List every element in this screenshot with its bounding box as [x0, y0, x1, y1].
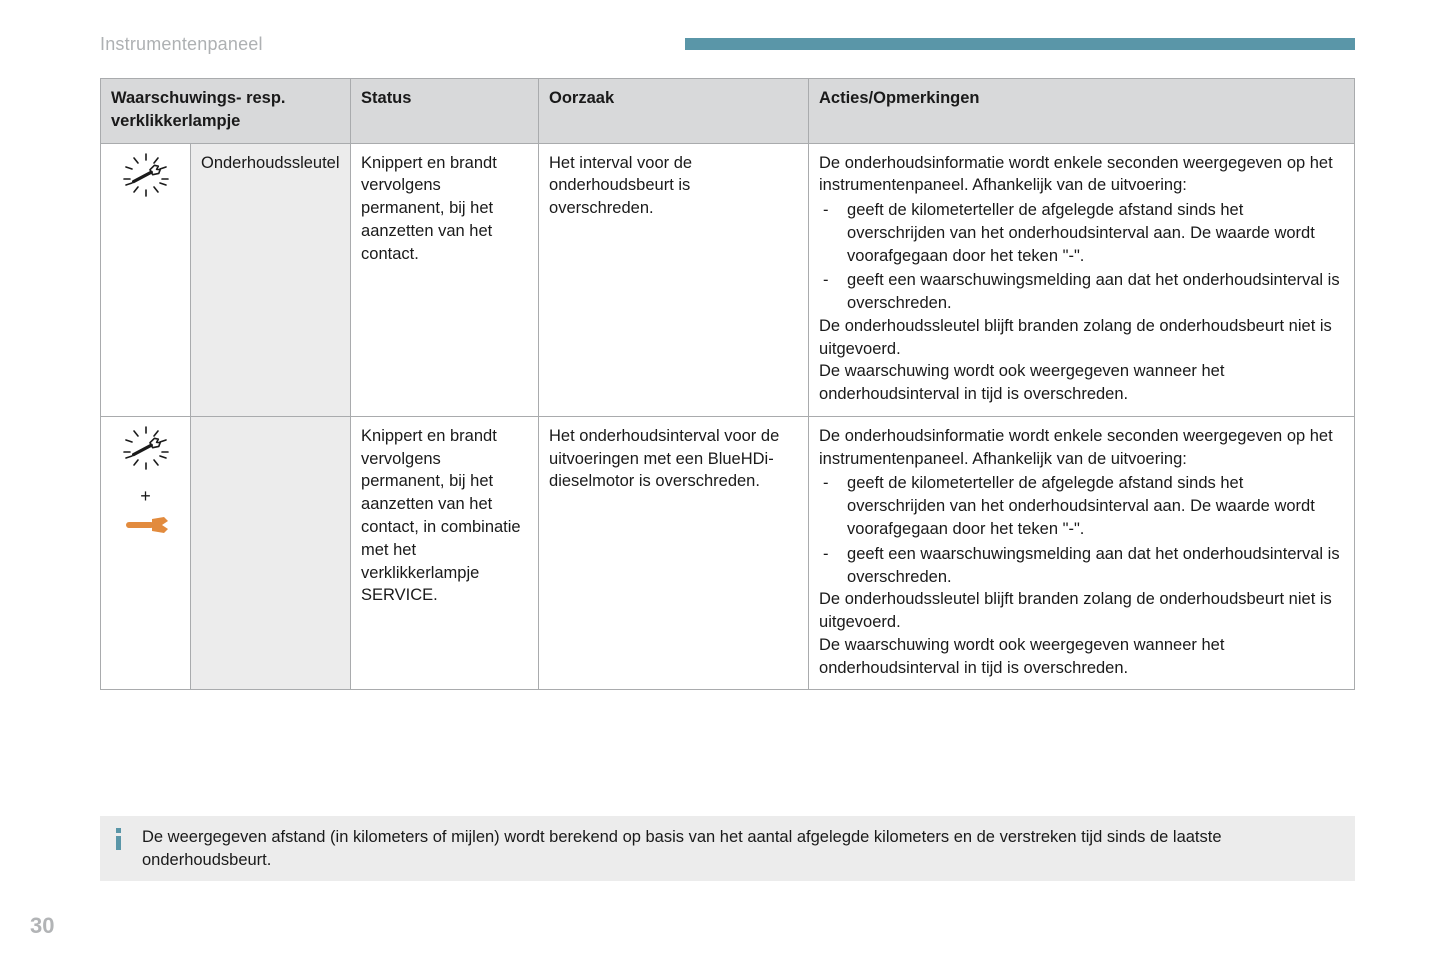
- action-outro: De onderhoudssleutel blijft branden zola…: [819, 315, 1344, 361]
- action-bullet: geeft de kilometerteller de afgelegde af…: [819, 199, 1344, 267]
- info-icon: [114, 828, 132, 856]
- page-title: Instrumentenpaneel: [100, 34, 263, 55]
- table-row: + Knippert en brandt vervolgens permanen…: [101, 416, 1355, 689]
- wrench-rays-icon: [118, 152, 174, 205]
- cause-cell: Het onderhoudsinterval voor de uitvoerin…: [539, 416, 809, 689]
- action-outro: De waarschuwing wordt ook weergegeven wa…: [819, 634, 1344, 680]
- action-cell: De onderhoudsinformatie wordt enkele sec…: [809, 416, 1355, 689]
- table-row: Onderhoudssleutel Knippert en brandt ver…: [101, 143, 1355, 416]
- wrench-rays-icon: [118, 425, 174, 478]
- action-bullet: geeft een waarschuwingsmelding aan dat h…: [819, 269, 1344, 315]
- table-header-row: Waarschuwings- resp. verklikkerlampje St…: [101, 79, 1355, 144]
- col-header-status: Status: [351, 79, 539, 144]
- page-number: 30: [30, 913, 54, 939]
- warnings-table: Waarschuwings- resp. verklikkerlampje St…: [100, 78, 1355, 690]
- warning-label-cell: Onderhoudssleutel: [191, 143, 351, 416]
- action-list: geeft de kilometerteller de afgelegde af…: [819, 472, 1344, 588]
- info-text: De weergegeven afstand (in kilometers of…: [142, 826, 1341, 871]
- orange-wrench-icon: [122, 515, 170, 542]
- action-outro: De waarschuwing wordt ook weergegeven wa…: [819, 360, 1344, 406]
- header-accent-bar: [685, 38, 1355, 50]
- col-header-cause: Oorzaak: [539, 79, 809, 144]
- action-list: geeft de kilometerteller de afgelegde af…: [819, 199, 1344, 315]
- action-bullet: geeft een waarschuwingsmelding aan dat h…: [819, 543, 1344, 589]
- col-header-action: Acties/Opmerkingen: [809, 79, 1355, 144]
- page: Instrumentenpaneel Waarschuwings- resp. …: [0, 0, 1445, 963]
- cause-cell: Het interval voor de onderhoudsbeurt is …: [539, 143, 809, 416]
- warning-label-cell: [191, 416, 351, 689]
- action-cell: De onderhoudsinformatie wordt enkele sec…: [809, 143, 1355, 416]
- warning-icon-cell: +: [101, 416, 191, 689]
- status-cell: Knippert en brandt vervolgens permanent,…: [351, 416, 539, 689]
- info-box: De weergegeven afstand (in kilometers of…: [100, 816, 1355, 881]
- action-intro: De onderhoudsinformatie wordt enkele sec…: [819, 425, 1344, 471]
- status-cell: Knippert en brandt vervolgens permanent,…: [351, 143, 539, 416]
- plus-icon: +: [111, 484, 180, 509]
- action-outro: De onderhoudssleutel blijft branden zola…: [819, 588, 1344, 634]
- warning-icon-cell: [101, 143, 191, 416]
- col-header-lamp: Waarschuwings- resp. verklikkerlampje: [101, 79, 351, 144]
- action-bullet: geeft de kilometerteller de afgelegde af…: [819, 472, 1344, 540]
- action-intro: De onderhoudsinformatie wordt enkele sec…: [819, 152, 1344, 198]
- page-header: Instrumentenpaneel: [100, 34, 1355, 54]
